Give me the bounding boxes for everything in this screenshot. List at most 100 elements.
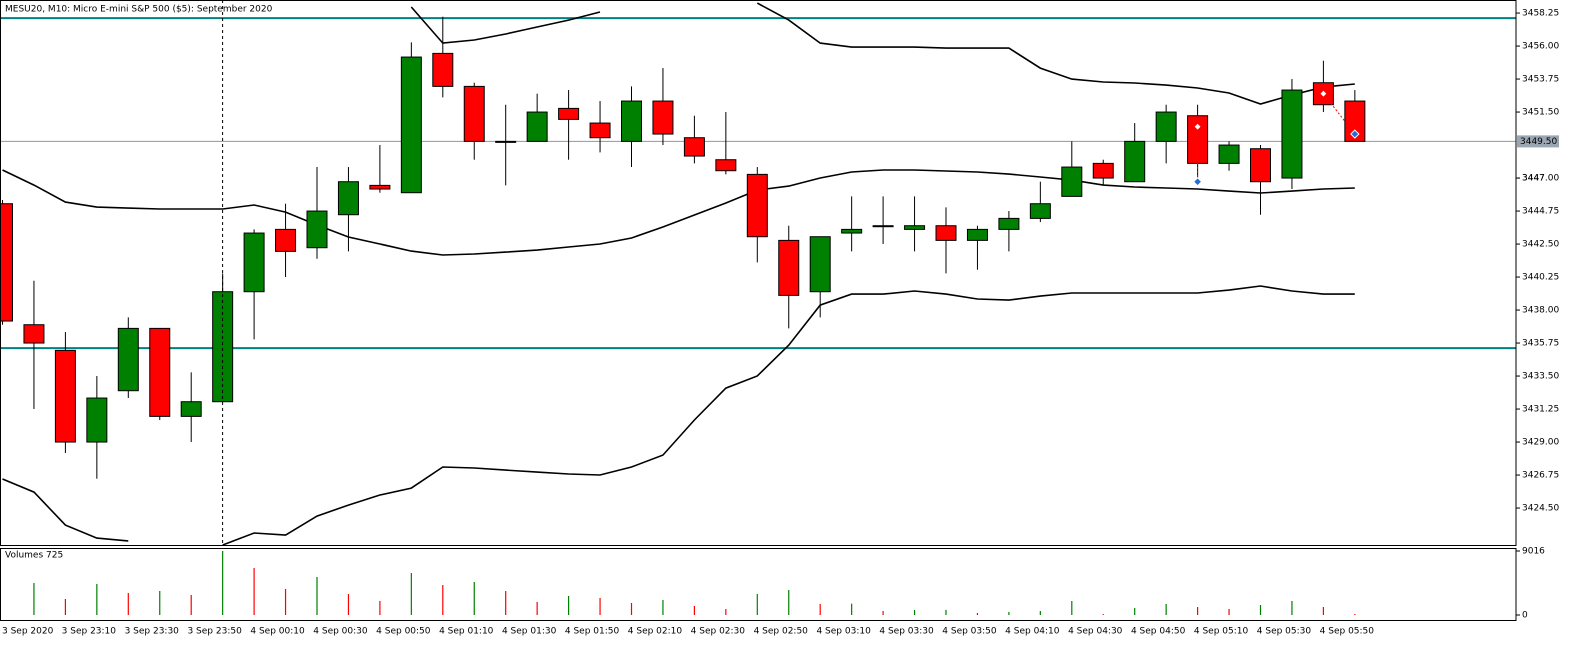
x-tick-label: 3 Sep 23:30 [125,627,180,637]
candle-body [1061,166,1083,197]
y-tick-label: 3426.75 [1522,471,1559,481]
candle-body [1092,162,1114,179]
y-tick-label: 3433.50 [1522,372,1559,382]
trade-exit [1192,177,1203,187]
candle-body [369,184,391,190]
candle-body [1124,140,1146,183]
candle-body [998,217,1020,230]
x-tick-label: 4 Sep 02:10 [628,627,683,637]
candle-body [432,52,454,87]
x-tick-label: 4 Sep 04:10 [1005,627,1060,637]
candle-body [1281,89,1303,179]
x-tick-label: 4 Sep 00:30 [313,627,368,637]
candle-body [463,85,485,142]
y-tick-label: 3447.00 [1522,174,1559,184]
y-tick-label: 3453.75 [1522,75,1559,85]
x-tick-label: 4 Sep 05:30 [1257,627,1312,637]
y-tick-label: 3451.50 [1522,108,1559,118]
candle-body [652,100,674,135]
current-price-box [1517,135,1559,148]
y-tick-label: 3456.00 [1522,42,1559,52]
volume-frame [0,548,1517,621]
x-tick-label: 4 Sep 00:50 [376,627,431,637]
y-tick-label: 3438.00 [1522,306,1559,316]
candle-body [778,239,800,296]
x-tick-label: 4 Sep 05:50 [1320,627,1375,637]
trade-line [1323,93,1356,135]
x-tick-label: 4 Sep 01:10 [439,627,494,637]
candle-body [0,203,13,322]
x-tick-label: 4 Sep 04:30 [1068,627,1123,637]
candle-body [1155,111,1177,142]
x-tick-label: 3 Sep 2020 [2,627,54,637]
x-tick-label: 4 Sep 02:50 [754,627,809,637]
candle-body [337,181,359,216]
band-line [756,2,1355,105]
candle-body [1218,144,1240,164]
x-tick-label: 4 Sep 04:50 [1131,627,1186,637]
band-line [222,285,1355,545]
band-line [2,478,129,542]
candle-body [1344,100,1366,142]
candle-body [1029,203,1051,219]
band-line [2,169,1355,256]
x-tick-label: 3 Sep 23:10 [62,627,117,637]
candle-body [54,349,76,443]
y-tick-label: 3447 [1522,174,1545,184]
candle-body [621,100,642,142]
y-tick-label: 3442.50 [1522,240,1559,250]
x-tick-label: 4 Sep 01:30 [502,627,557,637]
volume-tick-label: 0 [1522,611,1528,621]
x-tick-label: 4 Sep 03:30 [879,627,934,637]
candle-body [746,173,768,238]
candle-body [809,236,831,293]
x-tick-label: 4 Sep 05:10 [1194,627,1249,637]
trade-exit [1350,129,1360,139]
x-tick-label: 4 Sep 03:10 [816,627,871,637]
volume-panel [33,551,1356,616]
candle-body [526,111,548,142]
x-tick-label: 4 Sep 02:30 [691,627,746,637]
x-tick-label: 4 Sep 00:10 [250,627,305,637]
volume-tick-label: 9016 [1522,547,1545,557]
candle-body [400,56,422,194]
candle-body [683,137,705,157]
candle-body [212,291,234,403]
y-tick-label: 3424.50 [1522,504,1559,514]
chart-title: MESU20, M10: Micro E-mini S&P 500 ($5): … [5,5,273,15]
candle-body [872,225,894,228]
candle-body [904,225,926,230]
candle-body [935,225,957,241]
y-tick-label: 3431.25 [1522,405,1559,415]
y-tick-label: 3440.25 [1522,273,1559,283]
x-tick-label: 4 Sep 01:50 [565,627,620,637]
y-tick-label: 3429.00 [1522,438,1559,448]
candle-body [306,210,328,249]
candle-body [841,228,863,234]
x-tick-label: 3 Sep 23:50 [187,627,242,637]
candle-body [86,397,108,443]
candle-body [966,228,988,241]
candle-body [243,232,265,293]
candle-body [149,327,171,417]
price-panel [0,2,1516,545]
candle-body [117,327,139,392]
candle-body [589,122,611,139]
price-frame [0,0,1517,546]
y-tick-label: 3444.75 [1522,207,1559,217]
candle-body [715,159,737,172]
trade-entry [1318,88,1329,99]
y-tick-label: 3435.75 [1522,339,1559,349]
candle-body [495,140,517,143]
volume-title: Volumes 725 [5,551,63,561]
candle-body [275,228,297,252]
current-price-label: 3449.50 [1520,137,1557,147]
candle-body [180,401,202,417]
candle-body [1250,148,1271,183]
candle-body [23,324,45,344]
candle-body [558,107,580,120]
